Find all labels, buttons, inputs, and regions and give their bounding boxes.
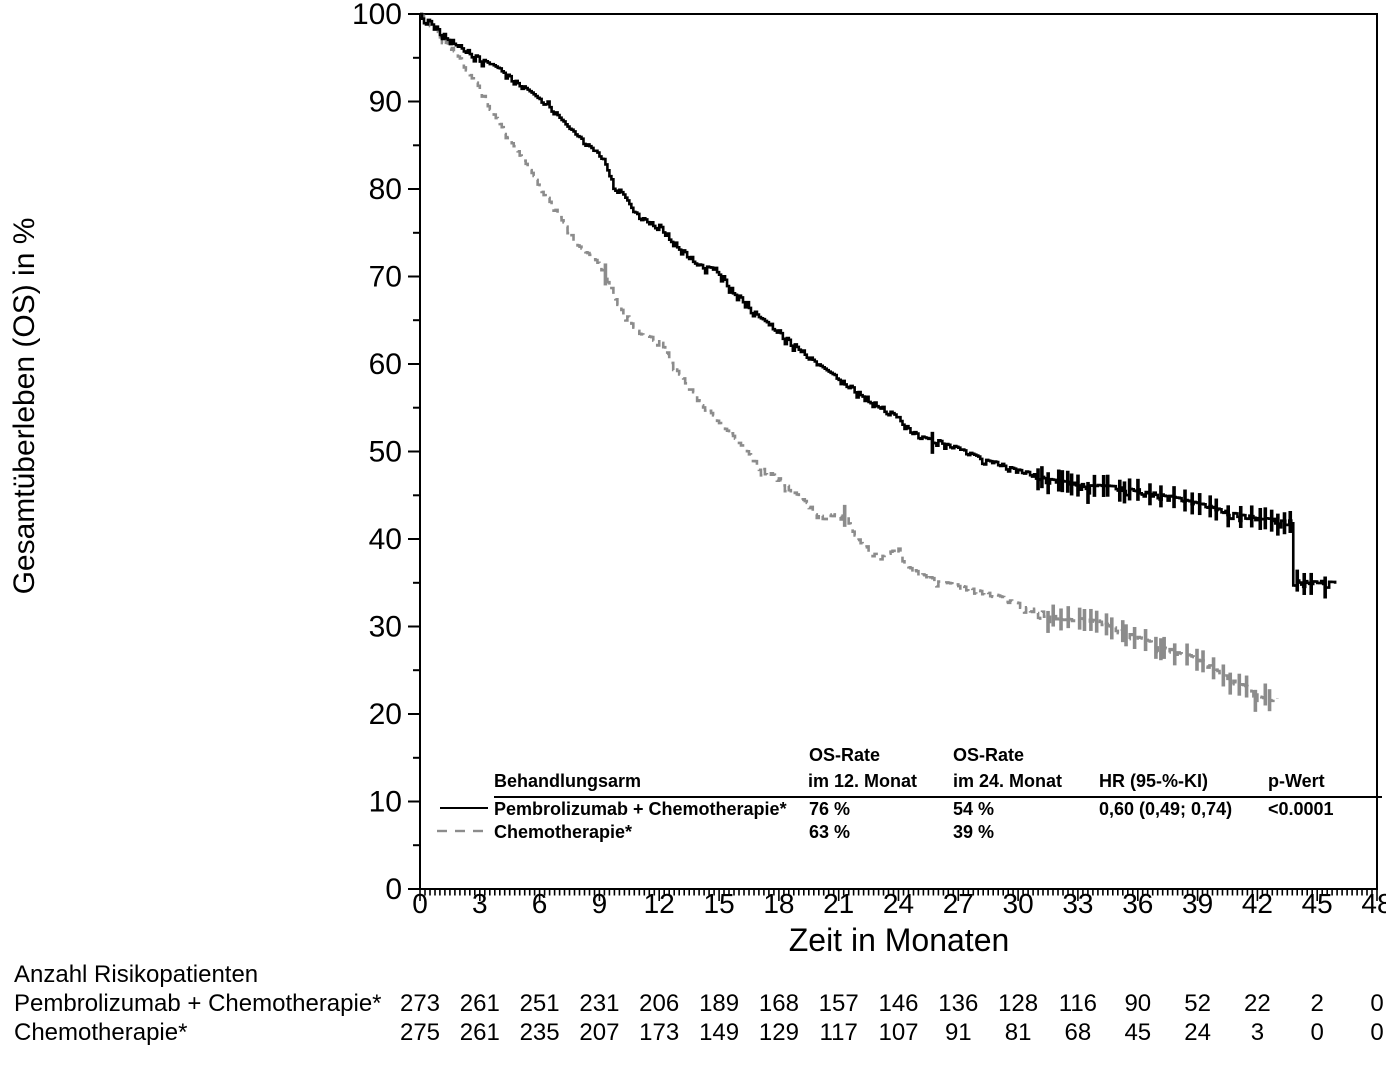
- svg-text:70: 70: [369, 261, 402, 294]
- svg-text:3: 3: [472, 888, 488, 919]
- svg-text:90: 90: [369, 86, 402, 119]
- svg-text:24: 24: [883, 888, 914, 919]
- svg-text:0: 0: [385, 873, 402, 906]
- svg-text:100: 100: [352, 0, 402, 31]
- svg-text:50: 50: [369, 436, 402, 469]
- svg-text:30: 30: [369, 611, 402, 644]
- svg-text:9: 9: [592, 888, 608, 919]
- svg-text:10: 10: [369, 786, 402, 819]
- svg-text:36: 36: [1122, 888, 1153, 919]
- svg-text:80: 80: [369, 173, 402, 206]
- svg-text:39: 39: [1182, 888, 1213, 919]
- svg-text:18: 18: [763, 888, 794, 919]
- svg-text:6: 6: [532, 888, 548, 919]
- svg-text:0: 0: [412, 888, 428, 919]
- svg-text:12: 12: [644, 888, 675, 919]
- svg-text:48: 48: [1361, 888, 1386, 919]
- svg-text:45: 45: [1302, 888, 1333, 919]
- svg-text:33: 33: [1062, 888, 1093, 919]
- svg-text:21: 21: [823, 888, 854, 919]
- svg-text:30: 30: [1003, 888, 1034, 919]
- svg-text:60: 60: [369, 348, 402, 381]
- svg-text:20: 20: [369, 698, 402, 731]
- svg-text:42: 42: [1242, 888, 1273, 919]
- svg-text:40: 40: [369, 523, 402, 556]
- svg-text:27: 27: [943, 888, 974, 919]
- svg-text:15: 15: [704, 888, 735, 919]
